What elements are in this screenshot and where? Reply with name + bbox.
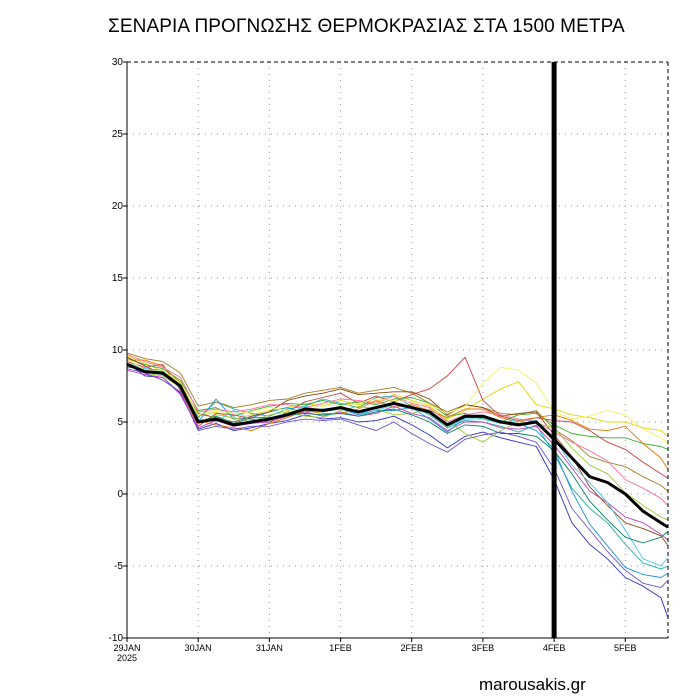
ensemble-mean-line	[126, 363, 669, 529]
x-tick-label: 29JAN	[113, 643, 140, 653]
ensemble-member-line	[126, 365, 669, 570]
y-tick-label: -5	[114, 561, 123, 572]
y-tick-label: 25	[112, 129, 124, 140]
ensemble-member-line	[126, 362, 669, 618]
y-tick-label: 20	[112, 201, 124, 212]
ensemble-member-line	[126, 353, 669, 506]
ensemble-member-line	[126, 363, 669, 521]
ensemble-member-line	[126, 355, 669, 437]
y-tick-label: 15	[112, 273, 124, 284]
ensemble-member-line	[126, 363, 669, 544]
ensemble-member-line	[126, 356, 669, 547]
x-tick-label: 5FEB	[614, 643, 637, 653]
y-tick-label: 0	[117, 489, 123, 500]
grid-layer	[127, 62, 668, 638]
x-tick-label: 3FEB	[472, 643, 495, 653]
y-tick-label: 5	[117, 417, 123, 428]
ensemble-member-line	[126, 366, 669, 578]
x-tick-label: 4FEB	[543, 643, 566, 653]
x-tick-label: 1FEB	[329, 643, 352, 653]
ensemble-member-line	[126, 368, 669, 589]
source-credit: marousakis.gr	[479, 675, 586, 694]
x-tick-label: 31JAN	[256, 643, 283, 653]
ensemble-member-line	[126, 358, 669, 444]
x-tick-year-label: 2025	[117, 653, 137, 663]
x-tick-label: 30JAN	[185, 643, 212, 653]
y-tick-label: 30	[112, 57, 124, 68]
y-tick-label: -10	[109, 633, 124, 644]
series-layer	[126, 352, 669, 618]
chart-title: ΣΕΝΑΡΙΑ ΠΡΟΓΝΩΣΗΣ ΘΕΡΜΟΚΡΑΣΙΑΣ ΣΤΑ 1500 …	[108, 16, 625, 37]
y-tick-label: 10	[112, 345, 124, 356]
x-tick-label: 2FEB	[400, 643, 423, 653]
ensemble-member-line	[126, 362, 669, 567]
